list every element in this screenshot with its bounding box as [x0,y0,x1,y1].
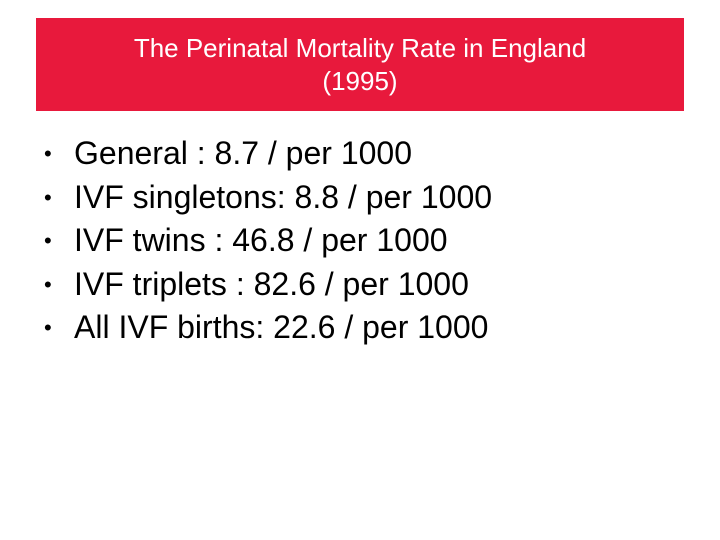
slide-title: The Perinatal Mortality Rate in England … [134,32,586,98]
bullet-text: IVF triplets : 82.6 / per 1000 [74,265,469,302]
bullet-item-all-ivf-births: • All IVF births: 22.6 / per 1000 [44,309,492,353]
title-banner: The Perinatal Mortality Rate in England … [36,18,684,111]
bullet-item-ivf-singletons: • IVF singletons: 8.8 / per 1000 [44,179,492,223]
bullet-list: • General : 8.7 / per 1000 • IVF singlet… [44,135,492,353]
bullet-icon: • [44,271,52,297]
bullet-icon: • [44,315,52,340]
bullet-text: General : 8.7 / per 1000 [74,135,412,171]
bullet-text: IVF singletons: 8.8 / per 1000 [74,178,493,215]
bullet-icon: • [44,184,52,210]
bullet-text: IVF twins : 46.8 / per 1000 [74,222,448,258]
bullet-icon: • [44,141,52,166]
bullet-item-general: • General : 8.7 / per 1000 [44,135,492,179]
title-line-2: (1995) [322,65,398,96]
bullet-item-ivf-triplets: • IVF triplets : 82.6 / per 1000 [44,266,492,310]
bullet-icon: • [44,228,52,253]
bullet-text: All IVF births: 22.6 / per 1000 [74,309,489,345]
bullet-item-ivf-twins: • IVF twins : 46.8 / per 1000 [44,222,492,266]
title-line-1: The Perinatal Mortality Rate in England [133,32,587,63]
